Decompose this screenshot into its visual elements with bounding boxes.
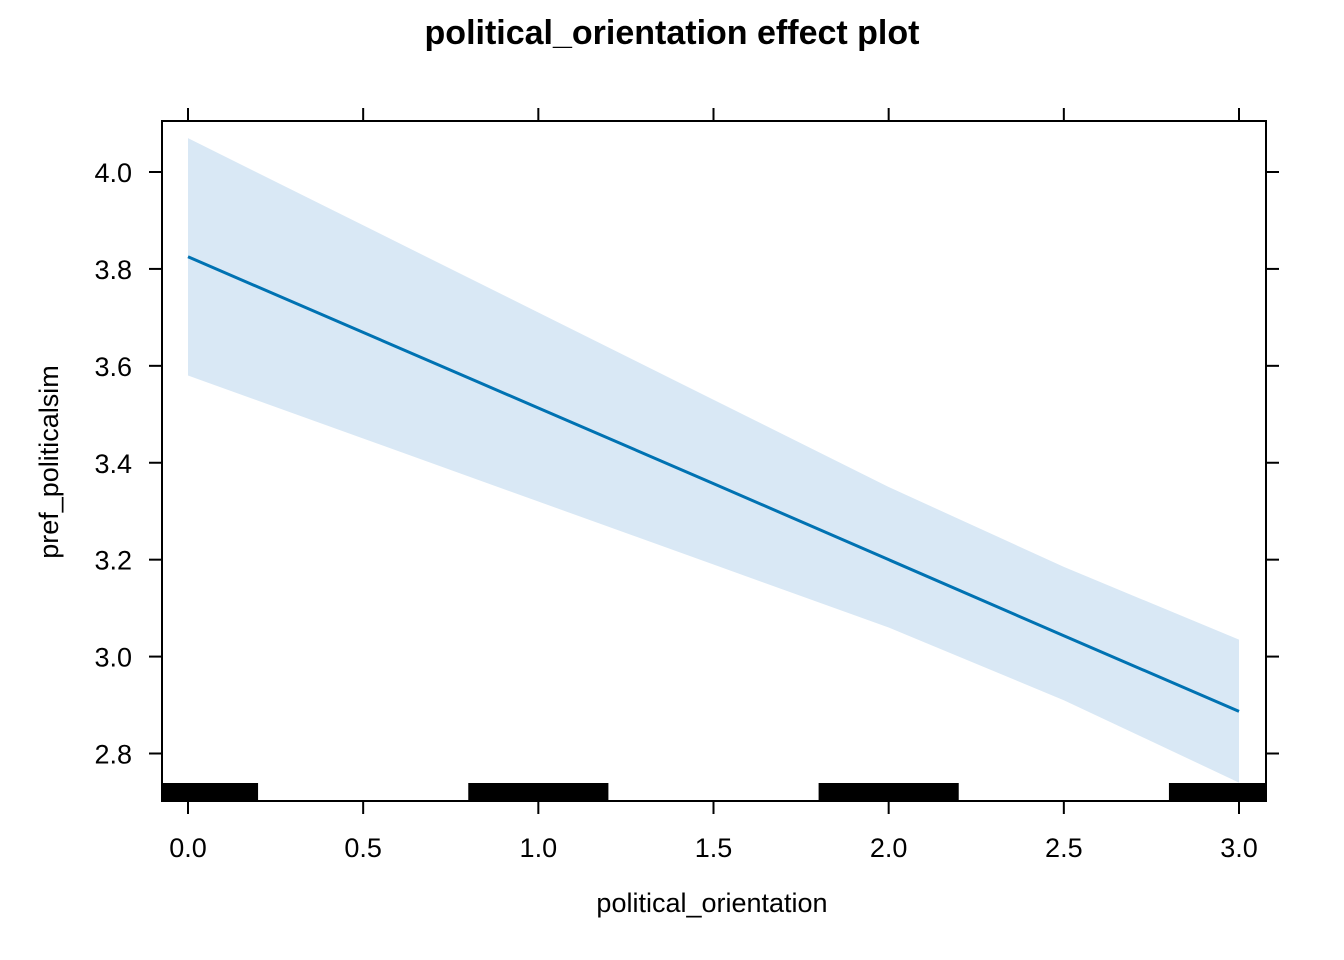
confidence-band (188, 138, 1239, 783)
fit-line-layer (187, 255, 1240, 713)
x-tick-label: 0.5 (344, 833, 382, 863)
x-tick-label: 1.0 (520, 833, 558, 863)
y-tick-label: 3.6 (94, 352, 132, 382)
x-tick-label: 2.5 (1045, 833, 1083, 863)
y-tick-label: 4.0 (94, 158, 132, 188)
y-tick-label: 3.2 (94, 546, 132, 576)
y-tick-label: 3.4 (94, 449, 132, 479)
confidence-band-layer (188, 138, 1239, 783)
rug-layer (162, 783, 1266, 801)
x-axis-title: political_orientation (596, 888, 827, 918)
x-axis-ticks: 0.0 0.5 1.0 1.5 2.0 2.5 3.0 (169, 108, 1258, 863)
rug-bar-3 (1168, 783, 1266, 801)
y-tick-label: 3.8 (94, 255, 132, 285)
x-tick-label: 1.5 (695, 833, 733, 863)
y-tick-label: 3.0 (94, 643, 132, 673)
y-axis-title: pref_politicalsim (34, 365, 64, 559)
rug-bar-2 (818, 783, 959, 801)
x-tick-label: 2.0 (870, 833, 908, 863)
x-tick-label: 0.0 (169, 833, 207, 863)
chart-title: political_orientation effect plot (425, 14, 920, 52)
rug-bar-1 (468, 783, 609, 801)
y-axis-ticks: 2.8 3.0 3.2 3.4 3.6 3.8 4.0 (94, 158, 1279, 770)
rug-bar-0 (162, 783, 259, 801)
x-tick-label: 3.0 (1220, 833, 1258, 863)
fit-line (187, 255, 1240, 713)
y-tick-label: 2.8 (94, 740, 132, 770)
